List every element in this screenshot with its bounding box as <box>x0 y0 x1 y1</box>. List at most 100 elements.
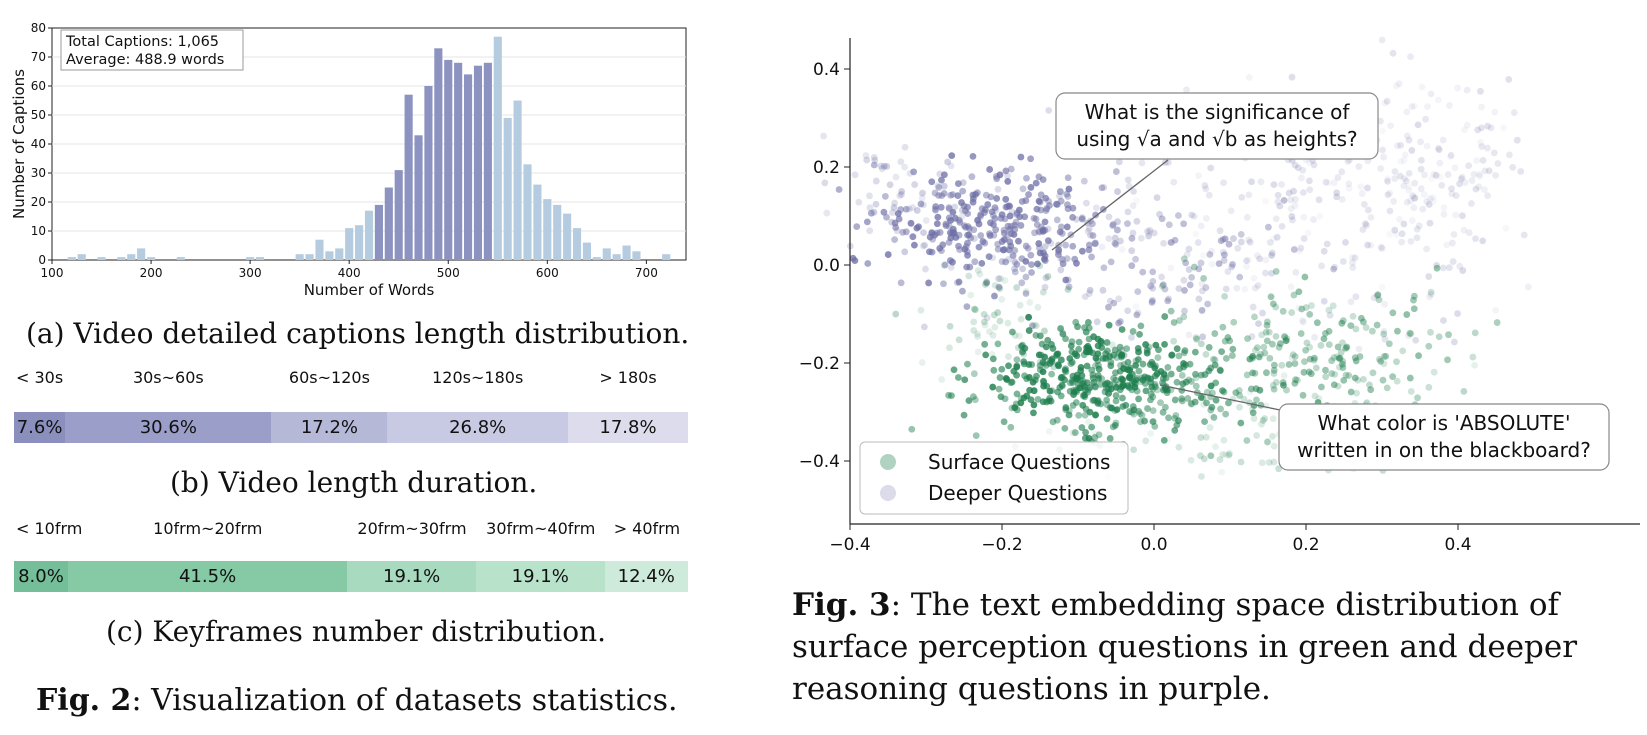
annotation-2-line-2: written in on the blackboard? <box>1297 438 1591 462</box>
surface-question-point <box>960 411 968 419</box>
surface-question-point <box>1210 414 1218 421</box>
deeper-question-point <box>1478 103 1485 111</box>
surface-question-point <box>1187 378 1195 385</box>
surface-question-point <box>1240 395 1248 403</box>
surface-question-point <box>1168 352 1175 359</box>
deeper-question-point <box>891 236 899 244</box>
deeper-question-point <box>835 186 843 193</box>
surface-question-point <box>1095 375 1102 382</box>
deeper-question-point <box>1146 229 1153 236</box>
surface-question-point <box>981 321 989 329</box>
surface-question-point <box>1128 409 1136 416</box>
hist-bar <box>602 248 611 260</box>
scatter-x-tick-label: 0.2 <box>1292 535 1319 555</box>
surface-question-point <box>1290 291 1298 299</box>
surface-question-point <box>1187 399 1195 407</box>
deeper-question-point <box>986 166 994 173</box>
surface-question-point <box>1291 360 1299 367</box>
deeper-question-point <box>1291 161 1299 169</box>
surface-question-point <box>1329 302 1337 310</box>
surface-question-point <box>1071 429 1079 436</box>
surface-question-point <box>1075 338 1083 346</box>
deeper-question-point <box>918 189 926 197</box>
deeper-question-point <box>949 258 956 266</box>
surface-question-point <box>1112 419 1120 427</box>
embedding-scatter-plot: −0.4 −0.2 0.0 0.2 0.4 0.4 0.2 0.0 −0.2 −0.4 What… <box>799 36 1640 555</box>
surface-question-point <box>1335 355 1343 362</box>
deeper-question-point <box>1423 142 1431 150</box>
deeper-question-point <box>1299 189 1307 196</box>
deeper-question-point <box>911 241 918 249</box>
deeper-question-point <box>1011 221 1019 229</box>
deeper-question-point <box>1194 239 1202 246</box>
deeper-question-point <box>933 220 941 228</box>
duration-header: 60s~120s <box>288 368 370 387</box>
surface-question-point <box>1318 383 1325 391</box>
surface-question-point <box>1469 353 1477 361</box>
surface-question-point <box>1230 318 1238 326</box>
deeper-question-point <box>1387 122 1395 130</box>
deeper-question-point <box>1018 198 1026 205</box>
deeper-question-point <box>970 226 978 234</box>
hist-x-axis-label: Number of Words <box>304 281 435 299</box>
deeper-question-point <box>1011 268 1019 276</box>
deeper-question-point <box>956 219 964 226</box>
deeper-question-point <box>1185 245 1193 253</box>
deeper-question-point <box>1115 295 1123 303</box>
deeper-question-point <box>991 204 999 212</box>
surface-question-point <box>1158 282 1166 290</box>
surface-question-point <box>1222 355 1230 362</box>
deeper-question-point <box>1288 354 1296 362</box>
surface-question-point <box>1110 380 1118 388</box>
deeper-question-point <box>992 173 1000 180</box>
deeper-question-point <box>894 210 902 217</box>
deeper-question-point <box>1197 259 1205 267</box>
surface-question-point <box>1207 452 1215 460</box>
deeper-question-point <box>940 182 948 190</box>
deeper-question-point <box>1078 215 1086 223</box>
surface-question-point <box>1038 340 1046 348</box>
surface-question-point <box>1224 334 1232 341</box>
deeper-question-point <box>1405 136 1413 144</box>
deeper-question-point <box>1039 227 1047 235</box>
deeper-question-point <box>1424 103 1431 111</box>
deeper-question-point <box>963 248 971 256</box>
deeper-question-point <box>984 201 992 208</box>
annotation-2-pointer <box>1159 384 1281 411</box>
deeper-question-point <box>1098 184 1106 192</box>
surface-question-point <box>1094 335 1102 343</box>
deeper-question-point <box>1292 268 1300 276</box>
deeper-question-point <box>1361 220 1369 228</box>
deeper-question-point <box>1133 311 1141 319</box>
deeper-question-point <box>1208 412 1216 419</box>
deeper-question-point <box>1411 179 1419 187</box>
deeper-question-point <box>1224 268 1232 275</box>
surface-question-point <box>1017 394 1025 402</box>
surface-question-point <box>1339 360 1346 368</box>
surface-question-point <box>1305 368 1313 376</box>
surface-question-point <box>1106 435 1114 442</box>
surface-question-point <box>1002 374 1010 382</box>
surface-question-point <box>950 366 958 374</box>
surface-question-point <box>1042 362 1050 369</box>
deeper-question-point <box>1220 257 1228 264</box>
surface-question-point <box>1125 384 1133 391</box>
surface-question-point <box>1380 330 1388 338</box>
deeper-question-point <box>883 163 891 170</box>
surface-question-point <box>1103 379 1111 387</box>
deeper-question-point <box>1266 239 1274 246</box>
hist-bar <box>246 257 255 260</box>
deeper-question-point <box>1415 222 1423 230</box>
deeper-question-point <box>1225 240 1233 248</box>
surface-question-point <box>1141 417 1148 425</box>
deeper-question-point <box>1180 276 1188 284</box>
deeper-question-point <box>1289 216 1296 224</box>
surface-question-point <box>1066 355 1074 362</box>
hist-bar <box>553 204 562 260</box>
deeper-question-point <box>1007 165 1015 173</box>
deeper-question-point <box>886 181 894 189</box>
deeper-question-point <box>1304 229 1312 237</box>
surface-question-point <box>1041 327 1048 335</box>
hist-bar <box>622 245 631 260</box>
surface-question-point <box>1322 373 1330 381</box>
